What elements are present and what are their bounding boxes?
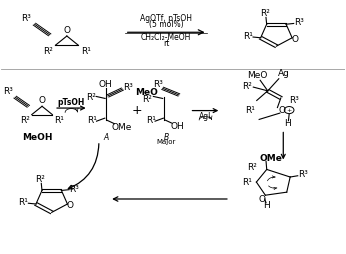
Text: R³: R³ bbox=[294, 19, 304, 27]
Text: O: O bbox=[278, 106, 285, 115]
Text: OH: OH bbox=[171, 122, 184, 131]
Text: Major: Major bbox=[156, 139, 176, 145]
Text: H: H bbox=[284, 119, 291, 128]
Text: Ag: Ag bbox=[279, 69, 290, 78]
Text: R³: R³ bbox=[70, 185, 80, 194]
Text: R¹: R¹ bbox=[81, 47, 91, 56]
Text: O: O bbox=[258, 195, 265, 204]
Text: R¹: R¹ bbox=[246, 106, 255, 115]
Text: R³: R³ bbox=[3, 87, 12, 96]
Text: AgI: AgI bbox=[199, 112, 212, 121]
Text: OMe: OMe bbox=[111, 122, 131, 132]
Text: R²: R² bbox=[247, 163, 256, 172]
Text: O: O bbox=[67, 201, 74, 210]
Text: OH: OH bbox=[99, 80, 113, 89]
Text: R²: R² bbox=[20, 116, 30, 125]
Text: R²: R² bbox=[260, 9, 270, 18]
Text: R¹: R¹ bbox=[19, 198, 28, 207]
Text: R²: R² bbox=[86, 93, 96, 102]
Text: (5 mol%): (5 mol%) bbox=[149, 20, 183, 29]
Text: H: H bbox=[263, 201, 270, 210]
Text: MeO: MeO bbox=[247, 71, 267, 80]
Text: +: + bbox=[286, 108, 292, 113]
Text: pTsOH: pTsOH bbox=[58, 98, 85, 107]
Text: R¹: R¹ bbox=[146, 116, 156, 125]
Text: AgOTf, pTsOH: AgOTf, pTsOH bbox=[140, 14, 192, 23]
Text: R²: R² bbox=[35, 175, 45, 184]
Text: O: O bbox=[291, 35, 298, 43]
Text: R³: R³ bbox=[298, 170, 308, 180]
Text: R³: R³ bbox=[123, 83, 133, 92]
Text: R³: R³ bbox=[289, 97, 299, 105]
Text: R¹: R¹ bbox=[87, 116, 97, 125]
Text: R³: R³ bbox=[153, 80, 163, 89]
Text: O: O bbox=[63, 26, 70, 35]
Text: MeOH: MeOH bbox=[22, 133, 52, 141]
Text: R¹: R¹ bbox=[54, 116, 64, 125]
Text: +: + bbox=[131, 104, 142, 117]
Text: MeO: MeO bbox=[135, 88, 157, 97]
Text: R¹: R¹ bbox=[243, 32, 253, 41]
Text: R¹: R¹ bbox=[242, 178, 252, 187]
Text: R²: R² bbox=[43, 47, 53, 56]
Text: B: B bbox=[163, 133, 169, 141]
Text: OMe: OMe bbox=[260, 154, 283, 163]
Text: O: O bbox=[38, 97, 46, 105]
Text: CH₂Cl₂-MeOH: CH₂Cl₂-MeOH bbox=[141, 33, 191, 42]
Text: rt: rt bbox=[163, 39, 169, 48]
Text: R²: R² bbox=[242, 82, 252, 91]
Text: R²: R² bbox=[142, 96, 152, 104]
Text: R³: R³ bbox=[21, 14, 31, 23]
Text: A: A bbox=[103, 133, 108, 141]
